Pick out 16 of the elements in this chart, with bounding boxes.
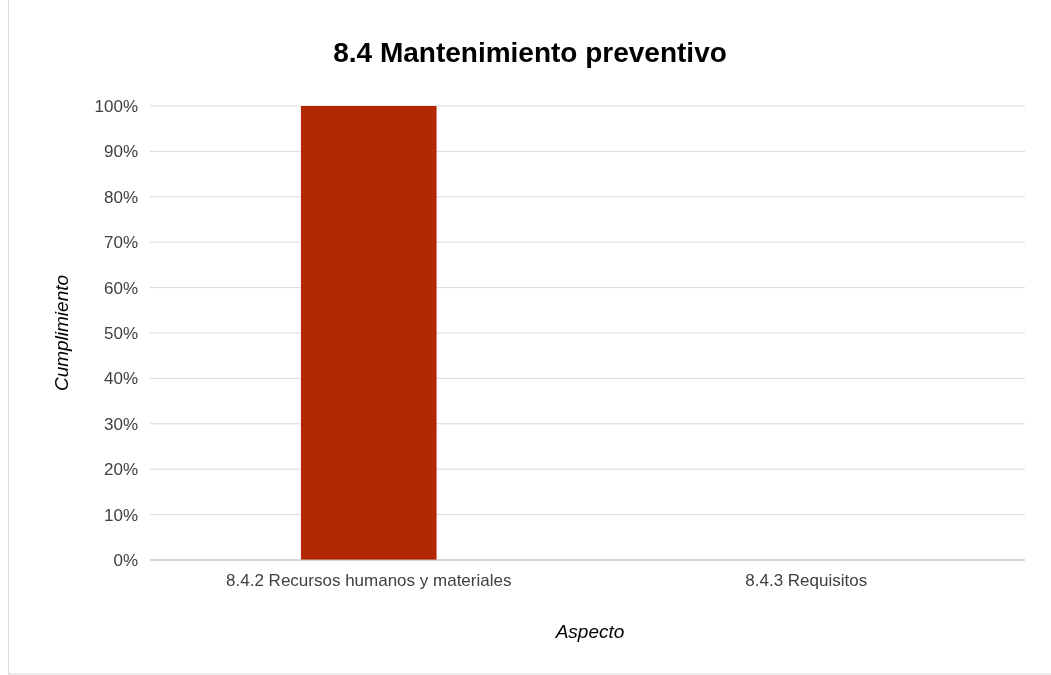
y-tick-label: 100% <box>94 96 138 116</box>
y-tick-label: 80% <box>103 187 138 207</box>
y-tick-label: 10% <box>103 505 138 525</box>
y-tick-label: 0% <box>113 550 138 570</box>
x-axis-title: Aspecto <box>554 621 625 642</box>
y-axis-title: Cumplimiento <box>51 274 72 392</box>
x-tick-label: 8.4.2 Recursos humanos y materiales <box>226 571 512 591</box>
chart-title: 8.4 Mantenimiento preventivo <box>333 37 727 68</box>
y-tick-label: 20% <box>103 460 138 480</box>
x-tick-label: 8.4.3 Requisitos <box>745 571 868 591</box>
y-tick-label: 30% <box>103 414 138 434</box>
y-tick-label: 40% <box>103 369 138 389</box>
y-tick-label: 70% <box>103 233 138 253</box>
y-tick-label: 90% <box>103 142 138 162</box>
y-tick-label: 60% <box>103 278 138 298</box>
y-tick-label: 50% <box>103 323 138 343</box>
